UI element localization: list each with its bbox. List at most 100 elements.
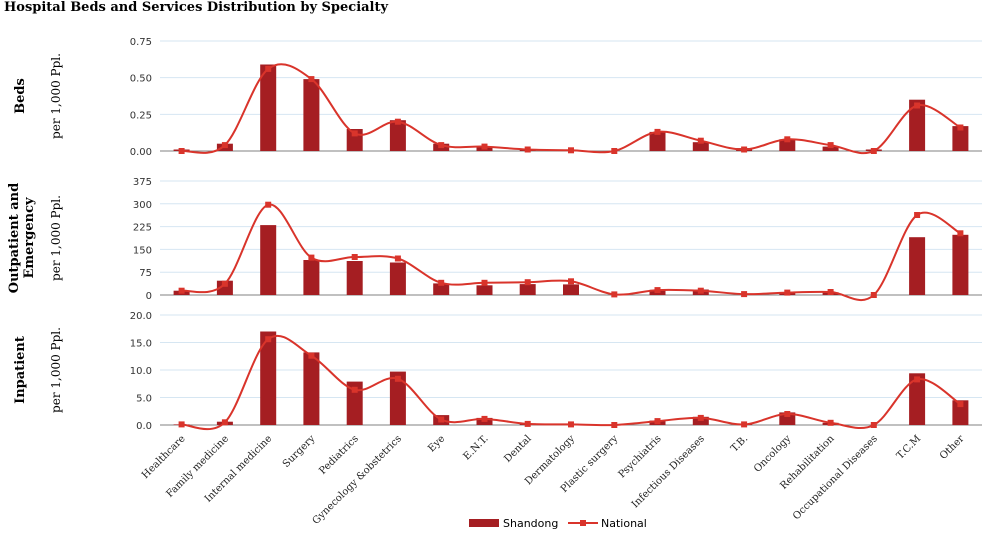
line-marker bbox=[221, 142, 228, 149]
y-tick-label: 0 bbox=[146, 291, 152, 302]
line-national bbox=[181, 334, 961, 431]
bar-shandong bbox=[389, 262, 406, 295]
line-marker bbox=[481, 279, 488, 286]
legend: Shandong National bbox=[469, 517, 647, 530]
legend-line-label: National bbox=[601, 517, 647, 530]
panel-beds: 0.00 0.25 0.50 0.75 Beds per 1,000 Ppl. bbox=[13, 37, 982, 158]
y-tick-label: 300 bbox=[133, 200, 152, 211]
bar-shandong bbox=[909, 237, 926, 295]
x-tick-label: Eye bbox=[426, 433, 447, 454]
line-marker bbox=[265, 336, 272, 343]
line-marker bbox=[178, 421, 185, 428]
y-tick-label: 225 bbox=[133, 223, 152, 234]
x-tick-label: T.C.M bbox=[895, 433, 923, 461]
line-marker bbox=[654, 128, 661, 135]
line-marker bbox=[957, 124, 964, 131]
line-marker bbox=[957, 230, 964, 237]
y-tick-label: 75 bbox=[139, 268, 152, 279]
bar-shandong bbox=[952, 234, 969, 295]
line-marker bbox=[697, 137, 704, 144]
line-marker bbox=[221, 280, 228, 287]
x-tick-label: Surgery bbox=[281, 433, 318, 470]
line-marker bbox=[308, 352, 315, 359]
line-marker bbox=[654, 418, 661, 425]
line-marker bbox=[870, 292, 877, 298]
line-marker bbox=[784, 411, 791, 417]
x-tick-label: Occupational Diseases bbox=[791, 433, 880, 522]
bar-shandong bbox=[909, 99, 926, 151]
x-tick-label: Pediatrics bbox=[317, 433, 360, 476]
line-marker bbox=[394, 375, 401, 382]
y-axis-title: Outpatient andEmergency bbox=[7, 183, 37, 293]
y-tick-label: 0.75 bbox=[130, 37, 152, 48]
line-marker bbox=[308, 254, 315, 261]
line-marker bbox=[741, 291, 748, 298]
line-marker bbox=[265, 201, 272, 208]
x-tick-label: Infectious Diseases bbox=[630, 433, 707, 510]
bar-shandong bbox=[779, 412, 796, 425]
line-marker bbox=[611, 148, 618, 154]
x-tick-label: Dental bbox=[502, 433, 534, 465]
x-tick-label: Other bbox=[938, 433, 967, 462]
line-marker bbox=[827, 142, 834, 149]
line-marker bbox=[914, 102, 921, 109]
y-axis-subtitle: per 1,000 Ppl. bbox=[49, 327, 63, 413]
y-tick-label: 0.00 bbox=[130, 147, 152, 158]
line-marker bbox=[697, 414, 704, 421]
legend-bar-swatch bbox=[469, 519, 499, 527]
bar-shandong bbox=[303, 352, 320, 425]
line-marker bbox=[568, 278, 574, 285]
bar-shandong bbox=[346, 381, 363, 425]
y-axis-title: Beds bbox=[13, 78, 28, 114]
line-marker bbox=[568, 421, 574, 428]
line-marker bbox=[827, 289, 834, 295]
legend-bar-label: Shandong bbox=[503, 517, 558, 530]
bar-shandong bbox=[909, 373, 926, 425]
bar-shandong bbox=[216, 280, 233, 295]
line-marker bbox=[351, 254, 358, 260]
bar-shandong bbox=[692, 416, 709, 426]
line-marker bbox=[914, 212, 921, 218]
line-marker bbox=[524, 420, 531, 427]
line-marker bbox=[697, 287, 704, 294]
y-axis-subtitle: per 1,000 Ppl. bbox=[49, 53, 63, 139]
bar-shandong bbox=[389, 371, 406, 425]
line-marker bbox=[741, 421, 748, 428]
line-marker bbox=[957, 401, 964, 408]
bar-shandong bbox=[649, 131, 666, 151]
bar-shandong bbox=[260, 331, 277, 425]
line-marker bbox=[784, 289, 791, 296]
bar-shandong bbox=[563, 284, 579, 295]
bar-shandong bbox=[779, 139, 796, 151]
bar-shandong bbox=[476, 285, 493, 295]
y-tick-label: 5.0 bbox=[136, 394, 152, 405]
line-marker bbox=[654, 287, 661, 294]
line-marker bbox=[221, 419, 228, 426]
bar-shandong bbox=[952, 400, 969, 426]
bar-shandong bbox=[822, 146, 839, 151]
line-marker bbox=[870, 148, 877, 154]
x-tick-label: Psychiatris bbox=[617, 433, 664, 480]
line-marker bbox=[438, 279, 445, 286]
bar-shandong bbox=[389, 120, 406, 151]
line-marker bbox=[178, 287, 185, 294]
line-marker bbox=[568, 147, 574, 154]
line-marker bbox=[481, 143, 488, 150]
line-marker bbox=[784, 136, 791, 143]
line-marker bbox=[481, 415, 488, 422]
line-marker bbox=[524, 146, 531, 153]
y-tick-label: 150 bbox=[133, 245, 152, 256]
y-tick-label: 0.25 bbox=[130, 110, 152, 121]
bar-shandong bbox=[952, 126, 969, 151]
x-tick-label: Gynecology &obstetrics bbox=[311, 433, 404, 526]
line-marker bbox=[914, 376, 921, 383]
bar-shandong bbox=[260, 225, 277, 295]
y-tick-label: 375 bbox=[133, 177, 152, 188]
y-tick-label: 10.0 bbox=[130, 366, 152, 377]
line-marker bbox=[308, 76, 315, 83]
line-marker bbox=[394, 118, 401, 125]
bar-shandong bbox=[303, 260, 320, 295]
line-marker bbox=[178, 148, 185, 154]
bar-shandong bbox=[346, 261, 363, 295]
